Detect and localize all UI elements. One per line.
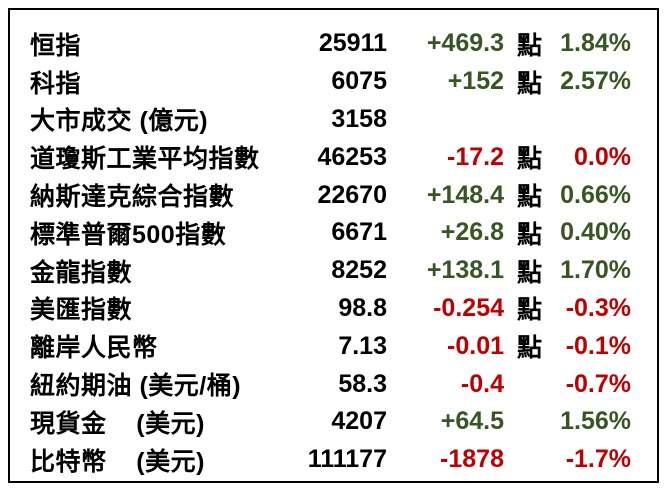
instrument-percent: 1.56% [560, 407, 631, 436]
table-row-bitcoin: 比特幣 (美元) 111177 -1878 -1.7% [10, 441, 657, 479]
table-row-sp500: 標準普爾500指數 6671 +26.8 點 0.40% [10, 214, 657, 252]
points-unit-label: 點 [516, 31, 542, 60]
instrument-label: 金龍指數 [30, 258, 133, 287]
table-row-nasdaq: 納斯達克綜合指數 22670 +148.4 點 0.66% [10, 176, 657, 214]
instrument-percent: 0.40% [560, 218, 631, 247]
points-unit-label: 點 [516, 220, 542, 249]
instrument-percent: -0.7% [565, 369, 631, 398]
instrument-change: +152 [447, 67, 504, 96]
instrument-value: 6671 [331, 218, 387, 247]
instrument-label: 科指 [30, 69, 82, 98]
instrument-value: 58.3 [338, 369, 387, 398]
instrument-label: 美匯指數 [30, 296, 133, 325]
instrument-value: 111177 [307, 445, 387, 474]
table-frame: 恒指 25911 +469.3 點 1.84% 科指 6075 +152 點 2… [8, 8, 659, 483]
instrument-change: -0.01 [447, 331, 504, 360]
instrument-label: 標準普爾500指數 [30, 220, 227, 249]
market-table: 恒指 25911 +469.3 點 1.84% 科指 6075 +152 點 2… [10, 25, 657, 479]
instrument-label: 比特幣 (美元) [30, 447, 205, 476]
instrument-label: 恒指 [30, 31, 82, 60]
points-unit-label: 點 [516, 296, 542, 325]
table-row-spot-gold: 現貨金 (美元) 4207 +64.5 1.56% [10, 403, 657, 441]
table-row-dollar-index: 美匯指數 98.8 -0.254 點 -0.3% [10, 290, 657, 328]
points-unit-label: 點 [516, 183, 542, 212]
instrument-label: 道瓊斯工業平均指數 [30, 145, 260, 174]
instrument-percent: -1.7% [565, 445, 631, 474]
points-unit-label: 點 [516, 334, 542, 363]
instrument-percent: 0.66% [560, 180, 631, 209]
instrument-percent: 2.57% [560, 67, 631, 96]
table-row-market-turnover: 大市成交 (億元) 3158 [10, 101, 657, 139]
instrument-percent: 1.84% [560, 29, 631, 58]
instrument-label: 現貨金 (美元) [30, 409, 205, 438]
instrument-value: 22670 [317, 180, 387, 209]
instrument-value: 7.13 [338, 331, 387, 360]
instrument-label: 離岸人民幣 [30, 334, 158, 363]
instrument-change: -0.254 [433, 293, 504, 322]
instrument-value: 98.8 [338, 293, 387, 322]
table-row-dow-jones: 道瓊斯工業平均指數 46253 -17.2 點 0.0% [10, 138, 657, 176]
points-unit-label: 點 [516, 258, 542, 287]
instrument-percent: 0.0% [574, 142, 631, 171]
instrument-change: -17.2 [447, 142, 504, 171]
instrument-change: +469.3 [426, 29, 504, 58]
instrument-label: 大市成交 (億元) [30, 107, 209, 136]
instrument-value: 46253 [317, 142, 387, 171]
table-row-offshore-rmb: 離岸人民幣 7.13 -0.01 點 -0.1% [10, 327, 657, 365]
instrument-change: -1878 [440, 445, 504, 474]
instrument-change: +148.4 [426, 180, 504, 209]
instrument-value: 25911 [318, 29, 387, 58]
instrument-value: 8252 [331, 256, 387, 285]
table-row-tech-index: 科指 6075 +152 點 2.57% [10, 63, 657, 101]
instrument-percent: -0.1% [565, 331, 631, 360]
table-row-hang-seng: 恒指 25911 +469.3 點 1.84% [10, 25, 657, 63]
table-row-nymex-oil: 紐約期油 (美元/桶) 58.3 -0.4 -0.7% [10, 365, 657, 403]
instrument-percent: 1.70% [560, 256, 631, 285]
instrument-change: +64.5 [440, 407, 504, 436]
instrument-change: +138.1 [426, 256, 504, 285]
instrument-value: 3158 [331, 104, 387, 133]
instrument-label: 紐約期油 (美元/桶) [30, 372, 242, 401]
instrument-value: 6075 [331, 67, 387, 96]
instrument-label: 納斯達克綜合指數 [30, 183, 235, 212]
instrument-change: -0.4 [460, 369, 504, 398]
table-row-golden-dragon: 金龍指數 8252 +138.1 點 1.70% [10, 252, 657, 290]
instrument-value: 4207 [331, 407, 387, 436]
points-unit-label: 點 [516, 69, 542, 98]
instrument-percent: -0.3% [565, 293, 631, 322]
instrument-change: +26.8 [440, 218, 504, 247]
points-unit-label: 點 [516, 145, 542, 174]
